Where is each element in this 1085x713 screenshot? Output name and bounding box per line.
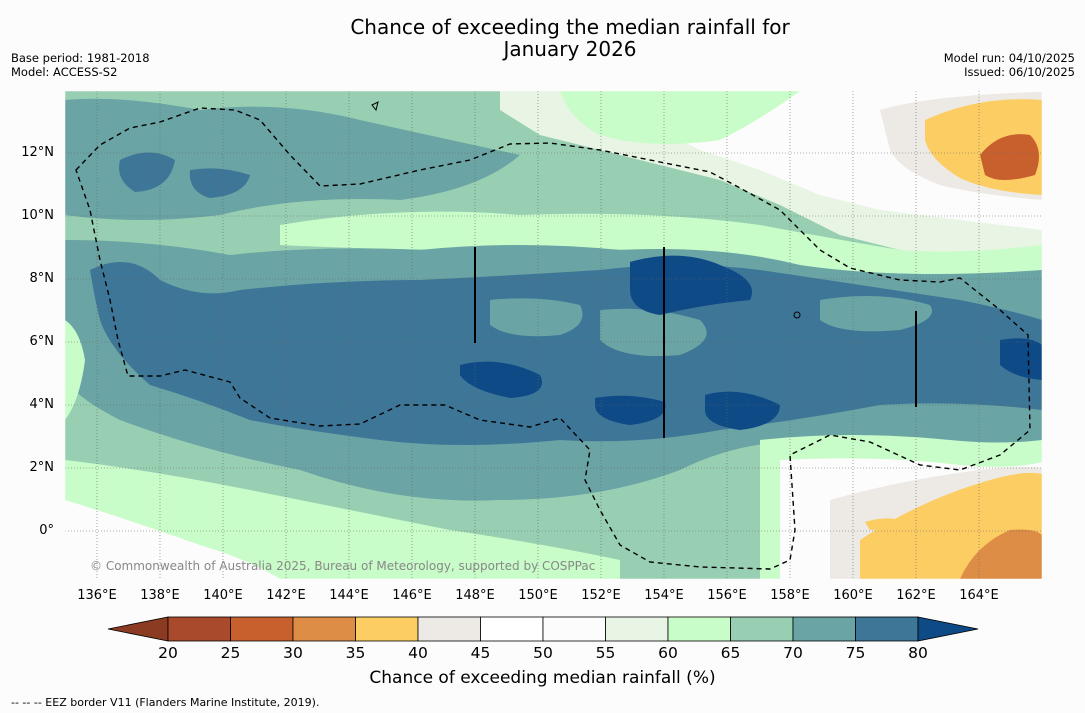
meta-right: Model run: 04/10/2025 Issued: 06/10/2025: [944, 51, 1075, 79]
lon-tick-label: 142°E: [266, 588, 306, 603]
island-marker-2: [793, 311, 801, 319]
colorbar-tick-label: 45: [470, 644, 491, 662]
colorbar-tick-label: 25: [220, 644, 241, 662]
title-line1: Chance of exceeding the median rainfall …: [350, 15, 790, 39]
lon-tick-label: 140°E: [203, 588, 243, 603]
region-75-80-nw-2: [189, 168, 250, 198]
colorbar-segment: [667, 616, 731, 642]
lon-tick-label: 144°E: [329, 588, 369, 603]
region-80-core-3: [595, 395, 666, 425]
colorbar-segment: [792, 616, 856, 642]
colorbar-tick-label: 65: [720, 644, 741, 662]
lon-tick-label: 154°E: [644, 588, 684, 603]
colorbar-segment: [480, 616, 544, 642]
region-60-west-strip: [65, 320, 85, 420]
colorbar-segment: [292, 616, 356, 642]
region-55-sw: [65, 500, 280, 579]
region-80-core-1: [630, 255, 752, 315]
colorbar-under-arrow: [107, 616, 169, 642]
region-70-75-hole-3: [820, 296, 932, 332]
lat-tick-label: 4°N: [29, 397, 55, 412]
region-70-75-hole: [490, 298, 583, 337]
lon-tick-label: 162°E: [896, 588, 936, 603]
colorbar-tick-label: 50: [533, 644, 553, 662]
colorbar-tick-label: 75: [845, 644, 866, 662]
lat-tick-label: 10°N: [21, 208, 54, 223]
colorbar-tick-label: 30: [283, 644, 303, 662]
colorbar-segment: [542, 616, 606, 642]
region-60-65-north: [560, 91, 800, 144]
copyright-text: © Commonwealth of Australia 2025, Bureau…: [90, 559, 596, 573]
region-25-30-ne: [980, 134, 1039, 180]
colorbar-tick-label: 20: [158, 644, 178, 662]
lat-tick-label: 12°N: [21, 145, 54, 160]
chart-title: Chance of exceeding the median rainfall …: [250, 16, 890, 60]
colorbar-segment: [167, 616, 231, 642]
colorbar-segment: [605, 616, 669, 642]
eez-border: [75, 107, 1031, 570]
map-frame: [64, 90, 1043, 580]
colorbar-tick-label: 60: [658, 644, 678, 662]
lon-tick-label: 146°E: [392, 588, 432, 603]
colorbar-tick-label: 35: [345, 644, 366, 662]
colorbar-segment: [730, 616, 794, 642]
region-70-75-hole-2: [600, 308, 707, 356]
colorbar-tick-label: 40: [408, 644, 428, 662]
colorbar-segment: [855, 616, 919, 642]
lon-tick-label: 136°E: [77, 588, 117, 603]
meta-left: Base period: 1981-2018 Model: ACCESS-S2: [11, 51, 150, 79]
colorbar-segment: [230, 616, 294, 642]
colorbar-segment: [417, 616, 481, 642]
region-35-40-spot: [865, 518, 900, 530]
lon-tick-label: 150°E: [518, 588, 558, 603]
lon-tick-label: 164°E: [959, 588, 999, 603]
region-70-75-nw: [65, 98, 520, 220]
region-75-80-nw-1: [119, 152, 175, 192]
lon-tick-label: 156°E: [707, 588, 747, 603]
colorbar-over-arrow: [917, 616, 979, 642]
base-period: Base period: 1981-2018: [11, 51, 150, 65]
region-30-35-se: [960, 529, 1042, 579]
colorbar-tick-label: 80: [908, 644, 928, 662]
model-run: Model run: 04/10/2025: [943, 51, 1075, 65]
colorbar-segment: [355, 616, 419, 642]
colorbar: [107, 616, 979, 642]
lon-tick-label: 148°E: [455, 588, 495, 603]
colorbar-title: Chance of exceeding median rainfall (%): [369, 668, 716, 688]
region-80-core-5: [1000, 338, 1042, 380]
lon-tick-label: 138°E: [140, 588, 180, 603]
region-80-core-4: [705, 391, 780, 430]
issued-date: Issued: 06/10/2025: [964, 65, 1075, 79]
lat-tick-label: 6°N: [29, 334, 55, 349]
region-75-80-central: [90, 262, 1042, 445]
colorbar-tick-label: 55: [595, 644, 616, 662]
region-80-core-2: [460, 361, 542, 398]
title-line2: January 2026: [503, 37, 637, 61]
footer-note: -- -- -- EEZ border V11 (Flanders Marine…: [11, 696, 320, 709]
model-name: Model: ACCESS-S2: [11, 65, 118, 79]
lat-tick-label: 0°: [39, 523, 54, 538]
lon-tick-label: 160°E: [833, 588, 873, 603]
lat-tick-label: 2°N: [29, 460, 55, 475]
lon-tick-label: 158°E: [770, 588, 810, 603]
island-marker: [371, 101, 379, 112]
colorbar-tick-label: 70: [783, 644, 803, 662]
lat-tick-label: 8°N: [29, 271, 55, 286]
lon-tick-label: 152°E: [581, 588, 621, 603]
